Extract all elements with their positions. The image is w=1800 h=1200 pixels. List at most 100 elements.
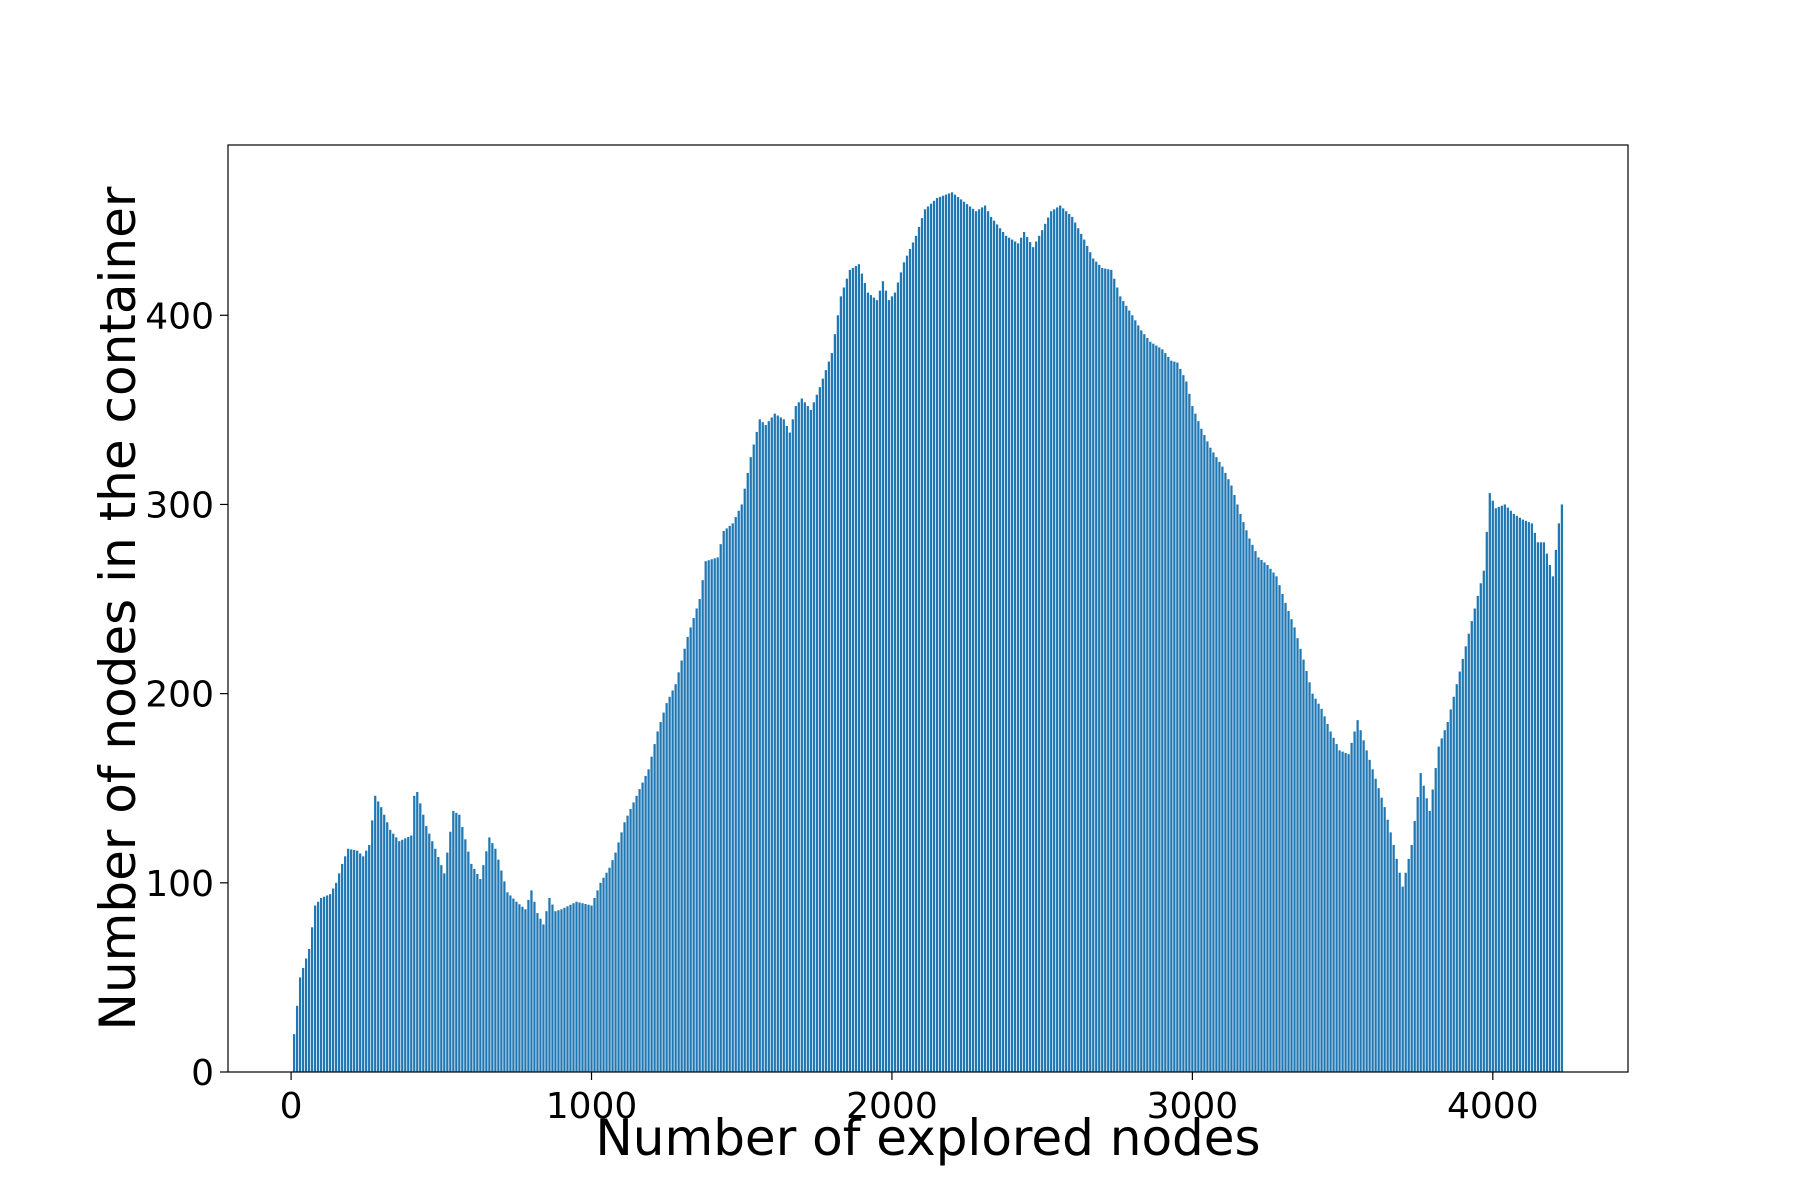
bar <box>782 419 785 1072</box>
bar <box>968 206 972 1073</box>
bar <box>815 394 818 1073</box>
bar <box>1143 334 1146 1072</box>
bar <box>1293 627 1296 1072</box>
x-tick-label: 0 <box>280 1086 303 1127</box>
bar <box>1044 223 1047 1072</box>
bar <box>1095 261 1098 1072</box>
bar <box>1464 646 1467 1072</box>
bar <box>1218 461 1221 1072</box>
bar <box>395 837 398 1072</box>
bar <box>836 315 839 1072</box>
bar <box>1518 517 1521 1072</box>
bar <box>875 300 879 1072</box>
bar <box>1131 315 1134 1072</box>
bar <box>848 269 852 1072</box>
bar <box>1470 621 1473 1072</box>
bar <box>329 894 332 1072</box>
bar <box>1233 494 1236 1072</box>
bar <box>998 228 1002 1073</box>
bar <box>413 795 416 1072</box>
bar <box>578 902 581 1072</box>
bar <box>962 201 966 1072</box>
bar <box>749 457 752 1072</box>
bar <box>785 425 788 1072</box>
bar <box>1290 619 1293 1072</box>
bar <box>1329 731 1332 1072</box>
bar <box>425 826 428 1072</box>
bar <box>461 827 464 1072</box>
bar <box>854 266 858 1073</box>
bar <box>1503 504 1506 1072</box>
bar <box>920 218 924 1072</box>
bar <box>338 873 341 1072</box>
bar <box>1545 553 1549 1072</box>
bar <box>1416 797 1419 1072</box>
bar <box>1275 576 1278 1072</box>
bar <box>1305 670 1308 1072</box>
bar <box>1320 708 1323 1072</box>
bar <box>1479 583 1482 1072</box>
bar <box>1365 750 1368 1072</box>
bar <box>1332 737 1335 1072</box>
bar <box>1122 301 1125 1073</box>
bar <box>1512 513 1515 1072</box>
bar <box>1149 341 1152 1072</box>
bar <box>758 419 761 1072</box>
bar <box>1001 232 1005 1072</box>
bar <box>307 949 311 1072</box>
bar <box>1080 233 1083 1073</box>
bar <box>1539 542 1542 1072</box>
bar <box>479 879 482 1072</box>
bar <box>1035 241 1038 1073</box>
bar <box>464 839 467 1072</box>
bar <box>1278 585 1281 1072</box>
bar <box>533 901 536 1072</box>
bar <box>1308 682 1311 1072</box>
bar <box>734 517 737 1072</box>
bar <box>1491 500 1494 1072</box>
bar <box>956 197 960 1072</box>
bar <box>566 906 569 1072</box>
bar <box>707 560 710 1072</box>
bar <box>554 911 557 1072</box>
bar <box>1230 485 1233 1072</box>
bar <box>1068 214 1071 1073</box>
bar <box>1536 542 1539 1072</box>
bar <box>563 907 566 1072</box>
bar <box>887 300 891 1072</box>
bar <box>908 249 912 1073</box>
bar <box>1098 264 1101 1072</box>
bar <box>1422 785 1425 1072</box>
bar <box>419 803 422 1072</box>
bar <box>893 292 897 1072</box>
bar <box>1236 504 1239 1072</box>
bar <box>446 852 449 1072</box>
bar <box>1314 698 1317 1072</box>
bar <box>839 296 842 1073</box>
bar <box>914 235 918 1072</box>
bar <box>608 867 611 1072</box>
bar <box>779 417 782 1072</box>
x-tick-label: 4000 <box>1447 1086 1539 1127</box>
bar <box>1410 844 1413 1072</box>
bar <box>905 255 909 1073</box>
bar <box>671 690 674 1072</box>
bar <box>1206 441 1209 1072</box>
bar <box>335 882 338 1072</box>
bar <box>1287 611 1290 1072</box>
bar <box>386 822 389 1072</box>
bar <box>989 216 993 1072</box>
bar <box>587 904 590 1072</box>
bar <box>983 205 987 1073</box>
bar <box>1362 740 1365 1072</box>
bar <box>320 897 323 1072</box>
bar <box>1473 608 1476 1072</box>
bar <box>467 851 470 1072</box>
bar <box>1137 325 1140 1072</box>
bar <box>974 211 978 1072</box>
bar <box>1263 562 1266 1072</box>
bar <box>938 196 942 1073</box>
bar <box>491 843 494 1072</box>
bar <box>1326 723 1329 1072</box>
bar <box>767 421 770 1073</box>
